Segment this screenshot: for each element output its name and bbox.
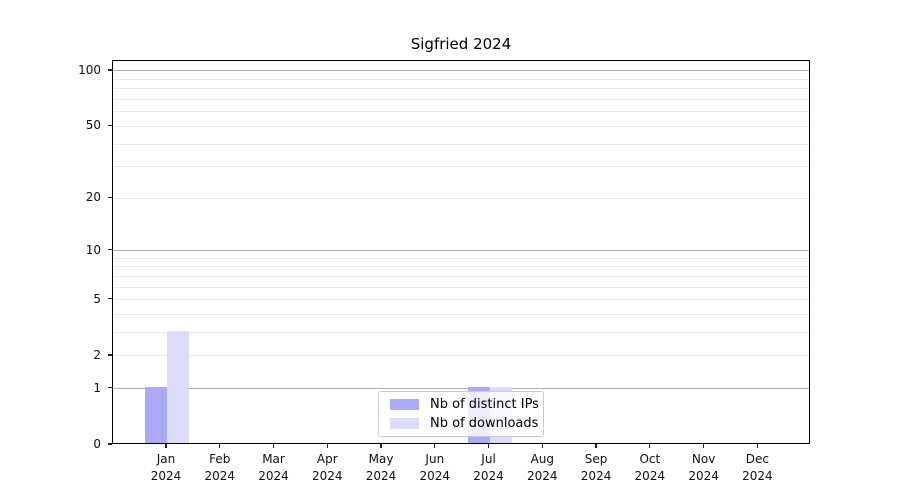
bar-jan-distinct-ips: [145, 386, 167, 443]
legend-swatch-downloads: [390, 417, 419, 429]
y-tick-mark: [108, 298, 112, 300]
gridline-minor: [113, 257, 809, 259]
legend: Nb of distinct IPs Nb of downloads: [378, 391, 544, 437]
x-tick-year: 2024: [204, 469, 236, 483]
y-tick-label: 5: [93, 291, 101, 306]
gridline-minor: [113, 166, 809, 168]
legend-item-downloads: Nb of downloads: [385, 415, 539, 431]
x-tick-label-jan: Jan 2024: [134, 451, 198, 485]
y-tick-mark: [108, 387, 112, 389]
gridline-minor: [113, 275, 809, 277]
x-tick-year: 2024: [527, 469, 558, 483]
x-tick-mark: [756, 444, 758, 448]
x-tick-label-jul: Jul 2024: [457, 451, 521, 485]
x-tick-year: 2024: [365, 469, 397, 483]
y-tick-label: 20: [85, 190, 101, 205]
x-tick-label-nov: Nov 2024: [672, 451, 736, 485]
gridline-minor: [113, 99, 809, 101]
gridline-minor: [113, 314, 809, 316]
x-tick-mark: [541, 444, 543, 448]
legend-item-distinct-ips: Nb of distinct IPs: [385, 397, 539, 413]
gridline-minor: [113, 286, 809, 288]
gridline-minor: [113, 111, 809, 113]
x-tick-label-aug: Aug 2024: [510, 451, 574, 485]
x-tick-mark: [380, 444, 382, 448]
x-tick-label-apr: Apr 2024: [295, 451, 359, 485]
x-tick-label-feb: Feb 2024: [188, 451, 252, 485]
x-tick-label-jun: Jun 2024: [403, 451, 467, 485]
x-tick-year: 2024: [688, 469, 719, 483]
x-tick-mark: [272, 444, 275, 448]
y-tick-mark: [108, 249, 112, 251]
y-tick-mark: [108, 124, 112, 126]
x-tick-mark: [649, 444, 651, 448]
gridline-minor: [113, 197, 809, 199]
x-tick-mark: [487, 444, 490, 448]
x-tick-label-may: May 2024: [349, 451, 413, 485]
x-tick-year: 2024: [473, 469, 504, 483]
gridline-major: [113, 388, 809, 390]
bar-jan-downloads: [167, 330, 189, 443]
y-tick-label: 100: [78, 62, 101, 77]
x-tick-mark: [434, 444, 436, 448]
x-tick-year: 2024: [580, 469, 612, 483]
legend-label-downloads: Nb of downloads: [430, 415, 539, 431]
x-tick-label-sep: Sep 2024: [564, 451, 628, 485]
x-tick-mark: [703, 444, 705, 448]
x-tick-mark: [326, 444, 328, 448]
x-tick-year: 2024: [311, 469, 343, 483]
gridline-minor: [113, 355, 809, 357]
x-tick-mark: [595, 444, 597, 448]
y-tick-label: 10: [85, 242, 101, 257]
gridline-minor: [113, 299, 809, 301]
gridline-major: [113, 250, 809, 252]
x-tick-year: 2024: [150, 469, 182, 483]
gridline-minor: [113, 143, 809, 145]
x-tick-label-dec: Dec 2024: [725, 451, 789, 485]
y-tick-label: 0: [93, 437, 101, 451]
y-tick-label: 2: [93, 347, 101, 362]
plot-area: [112, 60, 810, 444]
x-tick-year: 2024: [258, 469, 289, 483]
y-tick-label: 1: [93, 380, 101, 395]
gridline-minor: [113, 125, 809, 127]
gridline-minor: [113, 266, 809, 268]
y-tick-mark: [108, 196, 112, 198]
x-tick-mark: [219, 444, 221, 448]
gridline-minor: [113, 88, 809, 90]
x-tick-mark: [165, 444, 167, 448]
chart-title: Sigfried 2024: [410, 35, 512, 53]
gridline-major: [113, 70, 809, 72]
legend-label-distinct-ips: Nb of distinct IPs: [430, 397, 539, 413]
y-tick-mark: [108, 69, 112, 71]
y-tick-mark: [108, 354, 112, 356]
gridline-minor: [113, 78, 809, 80]
x-tick-year: 2024: [419, 469, 451, 483]
x-tick-label-oct: Oct 2024: [618, 451, 682, 485]
y-tick-label: 50: [85, 118, 101, 133]
gridline-minor: [113, 332, 809, 334]
x-tick-year: 2024: [742, 469, 773, 483]
y-tick-mark: [108, 443, 112, 445]
x-tick-label-mar: Mar 2024: [242, 451, 306, 485]
x-tick-year: 2024: [634, 469, 666, 483]
legend-swatch-distinct-ips: [390, 399, 419, 411]
